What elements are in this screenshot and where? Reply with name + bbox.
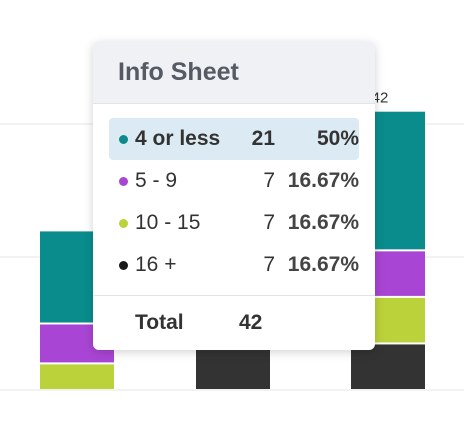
tooltip-row: 10 - 15 7 16.67%: [109, 202, 359, 244]
row-label: 5 - 9: [135, 169, 178, 192]
tooltip-divider: [93, 295, 375, 296]
bar-segment[interactable]: [40, 364, 114, 389]
row-count: 7: [263, 211, 275, 234]
series-dot-icon: [119, 176, 128, 186]
series-dot-icon: [119, 134, 128, 144]
row-count: 7: [263, 253, 275, 276]
tooltip-row: 4 or less 21 50%: [109, 118, 359, 160]
row-percent: 16.67%: [287, 253, 359, 276]
bar-segment[interactable]: [351, 344, 425, 389]
row-label: 4 or less: [135, 127, 221, 150]
row-percent: 16.67%: [287, 169, 359, 192]
tooltip-total-row: Total 42: [93, 305, 375, 341]
row-count: 21: [251, 127, 275, 150]
row-count: 7: [263, 169, 275, 192]
data-labels: 42: [372, 90, 389, 107]
row-percent: 16.67%: [287, 211, 359, 234]
row-label: 10 - 15: [135, 211, 201, 234]
tooltip-row: 5 - 9 7 16.67%: [109, 160, 359, 202]
row-percent: 50%: [316, 127, 359, 150]
tooltip-rows: 4 or less 21 50% 5 - 9 7 16.67% 10 - 15 …: [109, 118, 359, 286]
tooltip-header: Info Sheet: [93, 42, 375, 104]
info-sheet-tooltip: Info Sheet 4 or less 21 50% 5 - 9 7 16.6…: [93, 42, 375, 350]
bar-total-label: 42: [372, 90, 389, 107]
series-dot-icon: [119, 218, 128, 228]
tooltip-title: Info Sheet: [118, 58, 239, 86]
row-label: 16 +: [135, 253, 177, 276]
total-value: 42: [239, 311, 263, 334]
series-dot-icon: [119, 260, 128, 270]
tooltip-row: 16 + 7 16.67%: [109, 244, 359, 286]
total-label: Total: [135, 311, 184, 334]
bar-segment[interactable]: [196, 344, 270, 389]
